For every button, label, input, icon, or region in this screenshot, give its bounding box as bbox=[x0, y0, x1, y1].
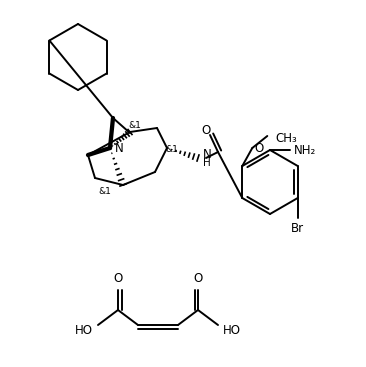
Text: O: O bbox=[193, 272, 203, 285]
Text: &1: &1 bbox=[98, 188, 111, 196]
Text: N: N bbox=[115, 142, 124, 155]
Text: O: O bbox=[113, 272, 123, 285]
Text: H: H bbox=[203, 158, 211, 168]
Text: &1: &1 bbox=[165, 145, 179, 155]
Text: HO: HO bbox=[223, 323, 241, 337]
Text: HO: HO bbox=[75, 323, 93, 337]
Text: N: N bbox=[203, 149, 212, 161]
Text: O: O bbox=[201, 124, 210, 137]
Text: NH₂: NH₂ bbox=[294, 143, 316, 156]
Text: Br: Br bbox=[291, 222, 304, 235]
Text: CH₃: CH₃ bbox=[275, 131, 297, 145]
Text: &1: &1 bbox=[128, 121, 141, 131]
Text: O: O bbox=[254, 142, 264, 155]
